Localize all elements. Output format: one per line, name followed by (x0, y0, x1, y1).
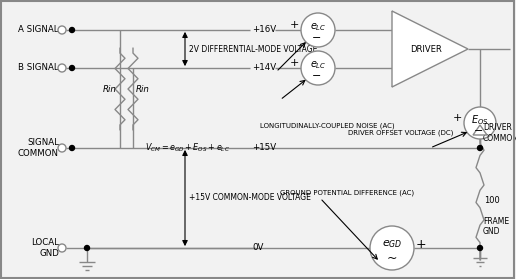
Text: $\mathit{V_{CM}}$$= e_{GD} + E_{OS} + e_{LC}$: $\mathit{V_{CM}}$$= e_{GD} + E_{OS} + e_… (145, 141, 230, 153)
Circle shape (70, 146, 74, 150)
Text: +15V COMMON-MODE VOLTAGE: +15V COMMON-MODE VOLTAGE (189, 194, 311, 203)
Circle shape (477, 246, 482, 251)
Text: 2V DIFFERENTIAL-MODE VOLTAGE: 2V DIFFERENTIAL-MODE VOLTAGE (189, 44, 317, 54)
Text: +15V: +15V (252, 143, 276, 153)
Text: −: − (312, 71, 321, 81)
Circle shape (464, 107, 496, 139)
Text: +16V: +16V (252, 25, 276, 35)
Text: B SIGNAL: B SIGNAL (19, 64, 59, 73)
Circle shape (58, 26, 66, 34)
Text: −: − (312, 33, 321, 43)
Circle shape (85, 246, 89, 251)
Text: 0V: 0V (252, 244, 263, 252)
Text: +: + (289, 20, 299, 30)
Circle shape (58, 144, 66, 152)
Text: −: − (474, 126, 483, 136)
Text: +14V: +14V (252, 64, 276, 73)
Text: DRIVER
COMMON: DRIVER COMMON (483, 123, 516, 143)
Circle shape (301, 13, 335, 47)
Circle shape (370, 226, 414, 270)
Circle shape (58, 64, 66, 72)
Text: $e_{LC}$: $e_{LC}$ (310, 21, 326, 33)
Text: +: + (289, 58, 299, 68)
Text: Rin: Rin (103, 85, 117, 93)
Circle shape (70, 28, 74, 32)
Circle shape (70, 66, 74, 71)
Text: $E_{OS}$: $E_{OS}$ (471, 113, 489, 127)
Text: +: + (453, 113, 462, 123)
Text: LONGITUDINALLY-COUPLED NOISE (AC): LONGITUDINALLY-COUPLED NOISE (AC) (260, 123, 395, 129)
Text: DRIVER: DRIVER (410, 44, 442, 54)
Text: Rin: Rin (136, 85, 150, 93)
Polygon shape (392, 11, 468, 87)
Text: FRAME
GND: FRAME GND (483, 217, 509, 236)
Text: LOCAL
GND: LOCAL GND (31, 238, 59, 258)
Text: SIGNAL
COMMON: SIGNAL COMMON (18, 138, 59, 158)
Text: +: + (416, 237, 427, 251)
Circle shape (301, 51, 335, 85)
Text: GROUND POTENTIAL DIFFERENCE (AC): GROUND POTENTIAL DIFFERENCE (AC) (280, 190, 414, 196)
Text: 100: 100 (484, 196, 500, 205)
Circle shape (477, 146, 482, 150)
Text: DRIVER OFFSET VOLTAGE (DC): DRIVER OFFSET VOLTAGE (DC) (348, 130, 454, 136)
Text: $e_{LC}$: $e_{LC}$ (310, 59, 326, 71)
Text: A SIGNAL: A SIGNAL (19, 25, 59, 35)
Text: ~: ~ (387, 251, 397, 264)
Polygon shape (473, 125, 487, 135)
Text: $e_{GD}$: $e_{GD}$ (382, 238, 402, 250)
Circle shape (58, 244, 66, 252)
